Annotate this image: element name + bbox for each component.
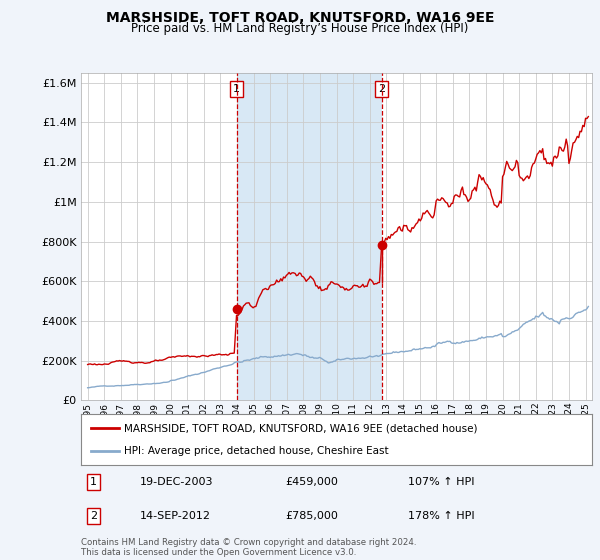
Text: MARSHSIDE, TOFT ROAD, KNUTSFORD, WA16 9EE (detached house): MARSHSIDE, TOFT ROAD, KNUTSFORD, WA16 9E… xyxy=(124,423,478,433)
Text: Price paid vs. HM Land Registry’s House Price Index (HPI): Price paid vs. HM Land Registry’s House … xyxy=(131,22,469,35)
Text: 2: 2 xyxy=(90,511,97,521)
Text: 178% ↑ HPI: 178% ↑ HPI xyxy=(408,511,475,521)
Text: 1: 1 xyxy=(90,477,97,487)
Text: Contains HM Land Registry data © Crown copyright and database right 2024.
This d: Contains HM Land Registry data © Crown c… xyxy=(81,538,416,557)
Text: 1: 1 xyxy=(233,84,240,94)
Text: 19-DEC-2003: 19-DEC-2003 xyxy=(140,477,213,487)
Text: £785,000: £785,000 xyxy=(286,511,338,521)
Text: 2: 2 xyxy=(378,84,385,94)
Text: 14-SEP-2012: 14-SEP-2012 xyxy=(140,511,211,521)
Text: HPI: Average price, detached house, Cheshire East: HPI: Average price, detached house, Ches… xyxy=(124,446,389,456)
Bar xyxy=(236,73,382,400)
Text: 107% ↑ HPI: 107% ↑ HPI xyxy=(408,477,475,487)
Text: MARSHSIDE, TOFT ROAD, KNUTSFORD, WA16 9EE: MARSHSIDE, TOFT ROAD, KNUTSFORD, WA16 9E… xyxy=(106,11,494,25)
Text: £459,000: £459,000 xyxy=(286,477,338,487)
